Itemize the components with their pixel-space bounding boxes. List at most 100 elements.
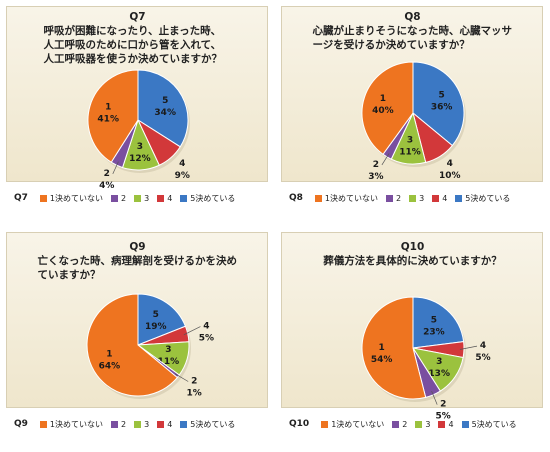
slice-percent-label: 11% xyxy=(399,148,421,158)
chart-legend: Q10 1決めていない 2 3 4 5決めている xyxy=(289,417,547,431)
legend-swatch xyxy=(409,194,417,202)
chart-title: Q10 葬儀方法を具体的に決めていますか？ xyxy=(295,240,530,268)
legend-swatch xyxy=(415,420,423,428)
legend-label: 4 xyxy=(167,419,173,429)
pie-slice-1 xyxy=(87,69,139,163)
slice-percent-label: 10% xyxy=(439,171,461,181)
slice-percent-label: 13% xyxy=(428,369,450,379)
slice-category-label: 1 xyxy=(105,102,111,112)
slice-category-label: 5 xyxy=(153,310,159,320)
slice-category-label: 2 xyxy=(191,377,197,387)
slice-category-label: 4 xyxy=(179,159,185,169)
pie-slice-1 xyxy=(361,61,414,155)
legend-swatch xyxy=(392,420,400,428)
chart-title-number: Q7 xyxy=(129,11,146,23)
legend-item-5: 5決めている xyxy=(180,419,235,430)
pie-slice-1 xyxy=(86,293,179,397)
legend-swatch xyxy=(180,194,188,202)
slice-category-label: 3 xyxy=(137,142,143,152)
slice-percent-label: 19% xyxy=(145,322,167,332)
chart-q8: Q8 心臓が止まりそうになった時、心臓マッサージを受けるか決めていますか？ 5 3… xyxy=(275,0,550,226)
slice-category-label: 1 xyxy=(380,94,386,104)
pie-slice-1 xyxy=(361,296,427,400)
leader-line xyxy=(459,345,478,350)
legend-label: 3 xyxy=(144,193,150,203)
legend-label: 3 xyxy=(425,419,431,429)
legend-swatch xyxy=(39,194,47,202)
slice-percent-label: 23% xyxy=(423,327,445,337)
legend-label: 5決めている xyxy=(471,419,517,429)
legend-item-1: 1決めていない xyxy=(321,419,384,430)
chart-title-text: 葬儀方法を具体的に決めていますか？ xyxy=(323,255,502,267)
pie-slice-5 xyxy=(137,293,187,346)
legend-swatch xyxy=(438,420,446,428)
slice-percent-label: 54% xyxy=(371,355,393,365)
leader-line xyxy=(431,390,438,405)
legend-swatch xyxy=(455,194,463,202)
chart-title: Q9 亡くなった時、病理解剖を受けるかを決めていますか？ xyxy=(20,240,255,282)
chart-title: Q7 呼吸が困難になったり、止まった時、人工呼吸のために口から管を入れて、人工呼… xyxy=(20,10,255,66)
legend-item-2: 2 xyxy=(392,420,407,429)
pie-chart: 5 36% 4 10% 3 11% 2 3% 1 40% xyxy=(361,61,466,182)
slice-percent-label: 5% xyxy=(475,353,490,363)
legend-swatch xyxy=(314,194,322,202)
legend-question-label: Q7 xyxy=(14,193,28,203)
slice-percent-label: 40% xyxy=(372,106,394,116)
legend-swatch xyxy=(111,194,119,202)
legend-label: 4 xyxy=(167,193,173,203)
slice-category-label: 4 xyxy=(447,159,453,169)
legend-question-label: Q8 xyxy=(289,193,303,203)
legend-item-1: 1決めていない xyxy=(39,419,104,430)
chart-title-number: Q9 xyxy=(129,241,146,253)
legend-label: 2 xyxy=(121,419,127,429)
legend-item-1: 1決めていない xyxy=(314,193,379,204)
chart-title-text: 亡くなった時、病理解剖を受けるかを決めていますか？ xyxy=(37,255,238,281)
slice-percent-label: 9% xyxy=(175,171,190,181)
chart-legend: Q7 1決めていない 2 3 4 5決めている xyxy=(14,191,272,205)
pie-chart: 5 34% 4 9% 3 12% 2 4% 1 41% xyxy=(87,69,190,191)
legend-label: 2 xyxy=(402,419,408,429)
leader-line xyxy=(183,326,201,336)
chart-title-text: 心臓が止まりそうになった時、心臓マッサージを受けるか決めていますか？ xyxy=(312,25,513,51)
chart-legend: Q8 1決めていない 2 3 4 5決めている xyxy=(289,191,547,205)
slice-category-label: 2 xyxy=(373,160,379,170)
slice-category-label: 5 xyxy=(438,91,444,101)
legend-item-2: 2 xyxy=(386,194,401,203)
legend-label: 3 xyxy=(419,193,425,203)
legend-swatch xyxy=(157,420,165,428)
chart-title-number: Q10 xyxy=(400,241,425,253)
slice-percent-label: 41% xyxy=(97,114,119,124)
legend-swatch xyxy=(134,194,142,202)
legend-item-3: 3 xyxy=(134,420,149,429)
legend-item-4: 4 xyxy=(157,420,172,429)
legend-item-2: 2 xyxy=(111,194,126,203)
slice-percent-label: 64% xyxy=(99,362,121,372)
slice-category-label: 4 xyxy=(480,341,486,351)
slice-category-label: 1 xyxy=(106,350,112,360)
legend-swatch xyxy=(180,420,188,428)
legend-item-3: 3 xyxy=(415,420,430,429)
slice-percent-label: 12% xyxy=(129,154,151,164)
legend-label: 5決めている xyxy=(190,419,236,429)
slice-percent-label: 11% xyxy=(158,357,180,367)
chart-title-text: 呼吸が困難になったり、止まった時、人工呼吸のために口から管を入れて、人工呼吸器を… xyxy=(43,25,223,65)
legend-label: 1決めていない xyxy=(49,419,104,429)
slice-category-label: 2 xyxy=(440,400,446,410)
pie-slice-5 xyxy=(412,296,465,349)
slice-category-label: 2 xyxy=(104,169,110,179)
legend-label: 1決めていない xyxy=(49,193,104,203)
chart-legend: Q9 1決めていない 2 3 4 5決めている xyxy=(14,417,272,431)
slice-percent-label: 34% xyxy=(154,108,176,118)
legend-label: 4 xyxy=(442,193,448,203)
pie-chart: 5 23% 4 5% 3 13% 2 5% 1 54% xyxy=(361,296,491,422)
legend-item-1: 1決めていない xyxy=(39,193,104,204)
chart-title-number: Q8 xyxy=(404,11,421,23)
slice-category-label: 3 xyxy=(436,357,442,367)
legend-item-5: 5決めている xyxy=(180,193,235,204)
legend-swatch xyxy=(386,194,394,202)
chart-q10: Q10 葬儀方法を具体的に決めていますか？ 5 23% 4 5% 3 13% 2 5% 1 54%… xyxy=(275,226,550,452)
legend-label: 4 xyxy=(448,419,454,429)
slice-category-label: 3 xyxy=(165,345,171,355)
legend-label: 3 xyxy=(144,419,150,429)
legend-label: 1決めていない xyxy=(324,193,379,203)
